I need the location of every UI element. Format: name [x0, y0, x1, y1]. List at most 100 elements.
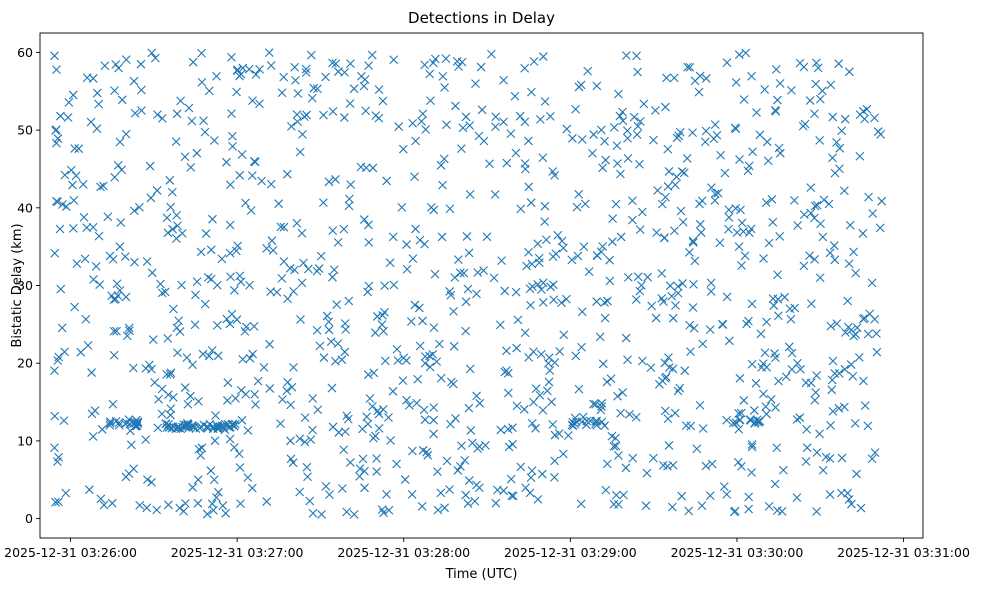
data-point	[344, 201, 354, 211]
data-point	[179, 420, 189, 430]
data-point	[297, 228, 307, 238]
data-point	[389, 280, 399, 290]
data-point	[207, 346, 217, 355]
data-point	[392, 344, 402, 354]
data-point	[63, 113, 73, 122]
data-point	[343, 414, 353, 424]
data-point	[787, 364, 797, 374]
data-point	[678, 279, 688, 288]
data-point	[760, 85, 770, 94]
data-point	[694, 87, 704, 97]
data-point	[688, 128, 697, 138]
data-point	[266, 61, 276, 70]
data-point	[491, 122, 500, 132]
data-point	[53, 134, 63, 143]
data-point	[533, 495, 543, 504]
data-point	[130, 257, 139, 267]
data-point	[637, 356, 647, 366]
data-point	[558, 243, 568, 253]
data-point	[720, 168, 730, 178]
data-point	[547, 397, 556, 407]
data-point	[121, 472, 131, 482]
data-point	[126, 440, 136, 450]
data-point	[805, 96, 815, 105]
data-point	[527, 418, 537, 428]
data-point	[235, 463, 245, 472]
data-point	[168, 304, 178, 314]
data-point	[361, 163, 371, 173]
data-point	[550, 430, 560, 440]
data-point	[602, 459, 612, 469]
y-tick-label: 50	[17, 123, 33, 138]
data-point	[839, 186, 849, 196]
data-point	[70, 302, 80, 312]
data-point	[816, 219, 825, 229]
data-point	[768, 217, 778, 227]
data-point	[771, 65, 781, 74]
data-point	[426, 203, 436, 212]
data-point	[695, 199, 704, 209]
data-point	[255, 99, 264, 109]
data-point	[852, 323, 862, 332]
data-point	[739, 95, 749, 104]
data-point	[459, 268, 469, 278]
data-point	[461, 297, 471, 307]
data-point	[419, 405, 429, 415]
data-point	[747, 359, 757, 369]
data-point	[145, 161, 155, 171]
data-point	[526, 300, 535, 310]
data-point	[182, 353, 192, 363]
data-point	[597, 417, 607, 427]
data-point	[60, 347, 69, 357]
data-point	[184, 103, 194, 113]
data-point	[225, 248, 235, 258]
data-point	[633, 272, 643, 282]
data-point	[299, 258, 308, 268]
data-point	[372, 454, 381, 463]
data-point	[589, 399, 598, 409]
data-point	[319, 110, 328, 120]
data-point	[429, 403, 439, 412]
data-point	[420, 358, 430, 368]
data-point	[538, 52, 548, 61]
data-point	[465, 189, 475, 199]
data-point	[392, 459, 401, 469]
data-point	[705, 325, 715, 335]
data-point	[245, 280, 254, 290]
data-point	[507, 491, 517, 501]
data-point	[440, 503, 449, 513]
data-point	[612, 141, 622, 151]
data-point	[114, 63, 123, 73]
data-point	[362, 412, 372, 422]
data-point	[633, 121, 643, 131]
data-point	[662, 73, 671, 83]
data-point	[231, 394, 240, 403]
data-point	[274, 199, 284, 209]
data-point	[576, 499, 586, 509]
data-point	[686, 347, 695, 357]
data-point	[818, 465, 828, 475]
data-point	[464, 476, 474, 485]
data-point	[399, 353, 409, 363]
data-point	[384, 505, 394, 515]
data-point	[812, 200, 822, 210]
data-point	[200, 299, 210, 309]
data-point	[411, 224, 420, 234]
data-point	[382, 176, 392, 186]
data-point	[536, 349, 546, 359]
data-point	[810, 254, 819, 264]
data-point	[445, 287, 455, 296]
data-point	[764, 238, 774, 248]
data-point	[618, 388, 628, 397]
data-point	[735, 155, 744, 164]
data-point	[125, 326, 134, 335]
data-point	[581, 420, 591, 430]
data-point	[176, 96, 185, 106]
data-point	[372, 312, 382, 321]
data-point	[266, 179, 276, 189]
data-point	[53, 356, 63, 365]
data-point	[186, 163, 196, 172]
data-point	[70, 144, 80, 153]
data-point	[775, 148, 785, 158]
data-point	[115, 242, 125, 252]
